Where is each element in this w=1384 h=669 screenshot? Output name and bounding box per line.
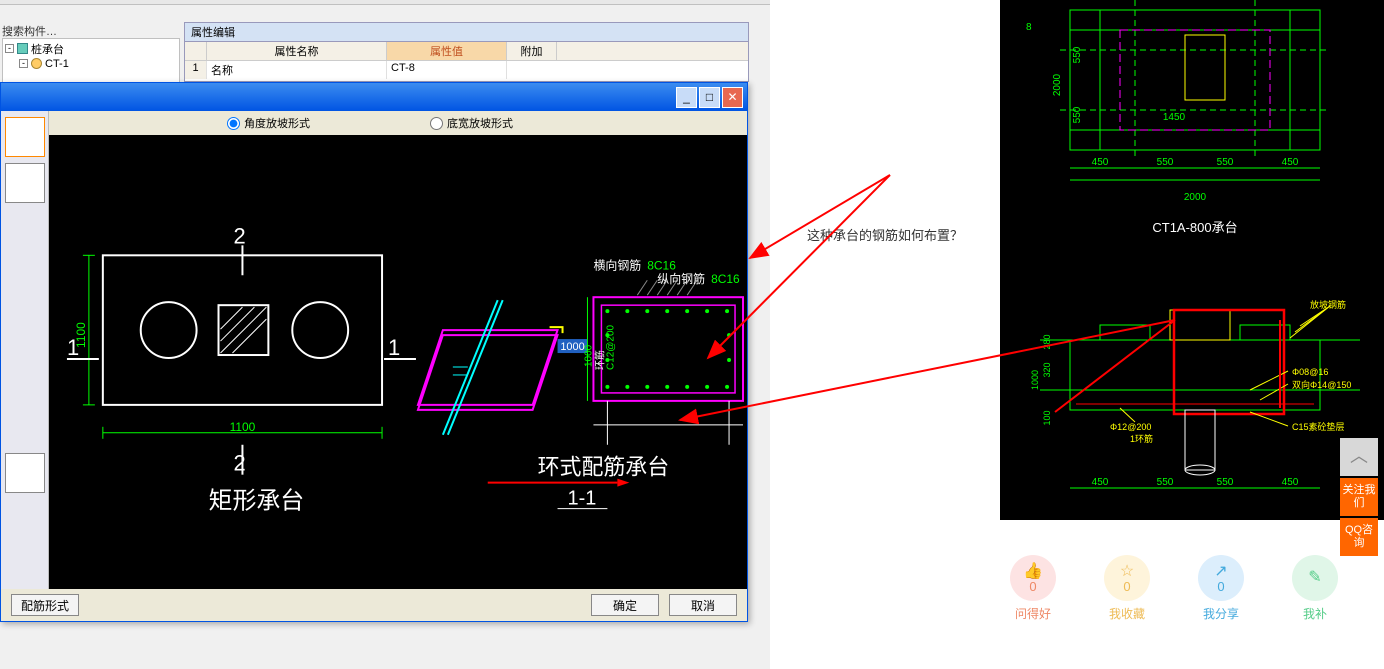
blueprint-panel: 2000 550 550 8 450 550 550 450 2000 1450… [1000, 0, 1384, 520]
search-label: 搜索构件… [2, 23, 57, 39]
thumbnail-1[interactable] [5, 117, 45, 157]
svg-text:550: 550 [1217, 157, 1234, 168]
svg-text:450: 450 [1282, 157, 1299, 168]
svg-text:Φ12@200: Φ12@200 [1110, 422, 1151, 432]
back-to-top-button[interactable]: ︿ [1340, 438, 1378, 476]
svg-text:1000: 1000 [583, 344, 594, 367]
tree-row-root[interactable]: - 桩承台 [5, 41, 177, 56]
share-like-label: 问得好 [1015, 605, 1051, 622]
svg-text:550: 550 [1157, 477, 1174, 488]
follow-us-button[interactable]: 关注我们 [1340, 478, 1378, 516]
titlebar[interactable]: _ □ ✕ [1, 83, 747, 111]
tree-child-label: CT-1 [45, 58, 69, 70]
rebar-form-button[interactable]: 配筋形式 [11, 594, 79, 616]
ok-button[interactable]: 确定 [591, 594, 659, 616]
row-name: 名称 [207, 61, 387, 79]
svg-text:1: 1 [67, 335, 79, 360]
radio-row: 角度放坡形式 底宽放坡形式 [49, 111, 747, 135]
maximize-button[interactable]: □ [699, 87, 720, 108]
row-value[interactable]: CT-8 [387, 61, 507, 79]
svg-text:1环筋: 1环筋 [1130, 433, 1153, 444]
share-fav[interactable]: ☆0 我收藏 [1104, 555, 1150, 622]
svg-text:放坡钢筋: 放坡钢筋 [1310, 299, 1346, 310]
svg-text:8C16: 8C16 [711, 272, 740, 286]
svg-text:100: 100 [1042, 410, 1052, 425]
svg-text:双向Φ14@150: 双向Φ14@150 [1292, 379, 1351, 390]
radio-angle[interactable]: 角度放坡形式 [227, 115, 310, 131]
svg-text:Φ08@16: Φ08@16 [1292, 367, 1328, 377]
svg-text:1000: 1000 [560, 341, 584, 353]
svg-text:2: 2 [233, 451, 245, 476]
share-fav-label: 我收藏 [1109, 605, 1145, 622]
collapse-icon[interactable]: - [5, 44, 14, 53]
property-row[interactable]: 1 名称 CT-8 [185, 61, 748, 79]
share-add[interactable]: ✎ 我补 [1292, 555, 1338, 622]
svg-text:2000: 2000 [1184, 192, 1207, 203]
svg-text:1100: 1100 [230, 420, 256, 434]
cancel-button[interactable]: 取消 [669, 594, 737, 616]
thumbnail-column [1, 111, 49, 591]
svg-text:450: 450 [1282, 477, 1299, 488]
star-icon[interactable]: ☆0 [1104, 555, 1150, 601]
dialog-button-row: 配筋形式 确定 取消 [1, 589, 747, 621]
component-icon [17, 43, 28, 54]
close-button[interactable]: ✕ [722, 87, 743, 108]
property-panel: 属性编辑 属性名称 属性值 附加 1 名称 CT-8 [184, 22, 749, 82]
svg-text:550: 550 [1157, 157, 1174, 168]
side-float: ︿ 关注我们 QQ咨询 [1340, 438, 1378, 556]
share-row: 👍0 问得好 ☆0 我收藏 ↗0 我分享 ✎ 我补 [1010, 555, 1338, 622]
svg-text:环式配筋承台: 环式配筋承台 [538, 455, 670, 480]
drawing-canvas[interactable]: 1100 1100 1 1 2 2 矩形承台 [49, 135, 747, 591]
qq-consult-button[interactable]: QQ咨询 [1340, 518, 1378, 556]
svg-text:C15素砼垫层: C15素砼垫层 [1292, 421, 1345, 432]
radio-width-input[interactable] [430, 117, 443, 130]
radio-angle-input[interactable] [227, 117, 240, 130]
minimize-button[interactable]: _ [676, 87, 697, 108]
header-name: 属性名称 [207, 42, 387, 60]
thumbs-up-icon[interactable]: 👍0 [1010, 555, 1056, 601]
row-num: 1 [185, 61, 207, 79]
svg-text:纵向钢筋: 纵向钢筋 [657, 271, 705, 286]
thumbnail-3[interactable] [5, 453, 45, 493]
svg-text:2: 2 [233, 223, 245, 248]
annotation-text: 这种承台的钢筋如何布置？ [807, 225, 963, 244]
thumbnail-2[interactable] [5, 163, 45, 203]
share-add-label: 我补 [1303, 605, 1327, 622]
svg-text:450: 450 [1092, 157, 1109, 168]
svg-text:矩形承台: 矩形承台 [209, 488, 305, 515]
svg-text:1450: 1450 [1163, 112, 1186, 123]
svg-text:1-1: 1-1 [568, 488, 597, 510]
toolbar [0, 0, 770, 5]
collapse-icon[interactable]: - [19, 59, 28, 68]
share-share[interactable]: ↗0 我分享 [1198, 555, 1244, 622]
svg-text:450: 450 [1092, 477, 1109, 488]
svg-text:320: 320 [1042, 362, 1052, 377]
svg-text:8C16: 8C16 [647, 258, 676, 272]
header-value: 属性值 [387, 42, 507, 60]
svg-text:1: 1 [388, 335, 400, 360]
svg-text:8: 8 [1026, 22, 1032, 33]
property-title: 属性编辑 [185, 23, 748, 42]
share-like[interactable]: 👍0 问得好 [1010, 555, 1056, 622]
svg-text:CT1A-800承台: CT1A-800承台 [1152, 220, 1237, 235]
svg-text:550: 550 [1072, 46, 1083, 63]
item-icon [31, 58, 42, 69]
tree-root-label: 桩承台 [31, 41, 64, 57]
svg-text:550: 550 [1217, 477, 1234, 488]
svg-text:550: 550 [1072, 106, 1083, 123]
svg-text:横向钢筋: 横向钢筋 [593, 257, 641, 272]
svg-text:280: 280 [1042, 334, 1052, 349]
property-header: 属性名称 属性值 附加 [185, 42, 748, 61]
svg-text:2000: 2000 [1052, 73, 1063, 96]
edit-icon[interactable]: ✎ [1292, 555, 1338, 601]
rebar-dialog: _ □ ✕ 角度放坡形式 底宽放坡形式 [0, 82, 748, 622]
svg-text:1000: 1000 [1030, 370, 1040, 390]
share-icon[interactable]: ↗0 [1198, 555, 1244, 601]
header-extra: 附加 [507, 42, 557, 60]
svg-text:C12@200: C12@200 [605, 324, 616, 369]
share-share-label: 我分享 [1203, 605, 1239, 622]
tree-row-child[interactable]: - CT-1 [5, 56, 177, 71]
radio-width[interactable]: 底宽放坡形式 [430, 115, 513, 131]
